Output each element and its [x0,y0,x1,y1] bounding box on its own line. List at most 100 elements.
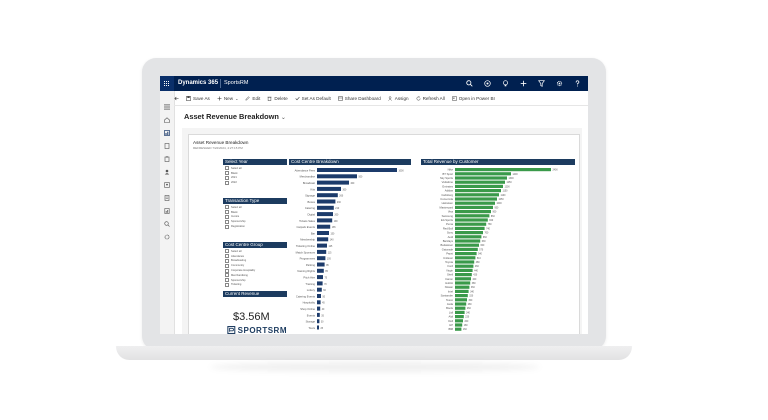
bar[interactable] [317,218,333,223]
checkbox[interactable] [225,278,229,283]
bar[interactable] [317,300,321,305]
bar[interactable] [455,243,479,247]
bar[interactable] [317,287,322,292]
slicer-item[interactable]: Select all [223,249,287,254]
slicer-item[interactable]: Registration [223,224,287,229]
bar[interactable] [317,224,331,229]
checkbox[interactable] [225,205,229,210]
checkbox[interactable] [225,258,229,263]
new-button[interactable]: New ⌄ [217,96,238,101]
dashboard-title-selector[interactable]: Asset Revenue Breakdown ⌄ [184,112,286,121]
checkbox[interactable] [225,219,229,224]
bar[interactable] [455,273,472,277]
bar[interactable] [455,323,463,327]
settings-icon[interactable] [164,227,170,240]
app-launcher-button[interactable] [160,76,174,91]
slicer-item[interactable]: Corporate Hospitality [223,268,287,273]
document-icon[interactable] [164,136,170,149]
checkbox[interactable] [225,224,229,229]
bar[interactable] [455,247,478,251]
bar[interactable] [455,197,497,201]
slicer-item[interactable]: Sponsorship [223,219,287,224]
plus-icon[interactable] [519,78,528,89]
slicer-item[interactable]: Merchandising [223,273,287,278]
target-icon[interactable] [483,78,492,89]
bar[interactable] [455,285,470,289]
bar[interactable] [455,239,481,243]
slicer-item[interactable]: Blank [223,171,287,176]
bar[interactable] [317,186,341,191]
back-button[interactable] [174,96,179,101]
bar[interactable] [455,193,499,197]
bar[interactable] [455,289,469,293]
assign-button[interactable]: Assign [388,96,409,101]
checkbox[interactable] [225,210,229,215]
bar[interactable] [317,306,321,311]
search-icon[interactable] [465,78,474,89]
bar[interactable] [317,231,329,235]
bar[interactable] [317,243,327,248]
bar[interactable] [317,268,324,273]
report-icon[interactable] [164,201,170,214]
bar[interactable] [455,218,488,222]
save-as-button[interactable]: Save As [186,96,210,101]
slicer-item[interactable]: Select all [223,205,287,210]
checkbox[interactable] [225,171,229,176]
bar[interactable] [455,210,491,214]
bar[interactable] [455,298,467,302]
slicer-item[interactable]: Select all [223,166,287,171]
bar[interactable] [455,205,493,209]
bar[interactable] [317,199,336,204]
lightbulb-icon[interactable] [501,78,510,89]
bar[interactable] [455,201,495,205]
edit-button[interactable]: Edit [245,96,260,101]
bar[interactable] [455,214,490,218]
user-icon[interactable] [164,162,170,175]
slicer-item[interactable]: 2021 [223,175,287,181]
contacts-icon[interactable] [164,175,170,188]
slicer-item[interactable]: 2022 [223,180,287,185]
help-icon[interactable] [573,78,582,89]
bar[interactable] [455,277,471,281]
checkbox[interactable] [225,268,229,273]
search-records-icon[interactable] [164,214,170,227]
slicer-item[interactable]: Ticketing [223,282,287,288]
bar[interactable] [455,226,485,230]
set-as-default-button[interactable]: Set As Default [295,96,331,101]
slicer-item[interactable]: Invoice [223,214,287,220]
gear-icon[interactable] [555,78,564,89]
checkbox[interactable] [225,263,229,268]
checkbox[interactable] [225,249,229,254]
bar[interactable] [317,312,320,317]
checkbox[interactable] [225,175,229,180]
bar[interactable] [455,168,551,172]
brand-name[interactable]: Dynamics 365 [178,80,219,86]
bar[interactable] [455,315,464,319]
refresh-all-button[interactable]: Refresh All [416,96,445,101]
bar[interactable] [455,294,468,298]
bar[interactable] [317,275,323,280]
list-icon[interactable] [164,188,170,201]
bar[interactable] [455,268,473,272]
bar[interactable] [317,249,327,254]
checkbox[interactable] [225,214,229,219]
bar[interactable] [317,237,329,242]
slicer-item[interactable]: Broadcasting [223,258,287,264]
bar[interactable] [455,302,467,306]
bar[interactable] [317,262,325,267]
clipboard-icon[interactable] [164,149,170,162]
bar[interactable] [317,174,357,179]
bar[interactable] [317,325,319,330]
bar[interactable] [455,189,501,193]
bar[interactable] [455,327,462,331]
checkbox[interactable] [225,166,229,171]
bar[interactable] [317,193,338,198]
bar[interactable] [317,180,349,185]
bar[interactable] [455,231,483,235]
delete-button[interactable]: Delete [267,96,288,101]
bar[interactable] [455,260,475,264]
bar[interactable] [455,264,474,268]
bar[interactable] [455,172,511,176]
bar[interactable] [455,310,465,314]
open-in-power-bi-button[interactable]: Open in Power BI [451,96,495,101]
